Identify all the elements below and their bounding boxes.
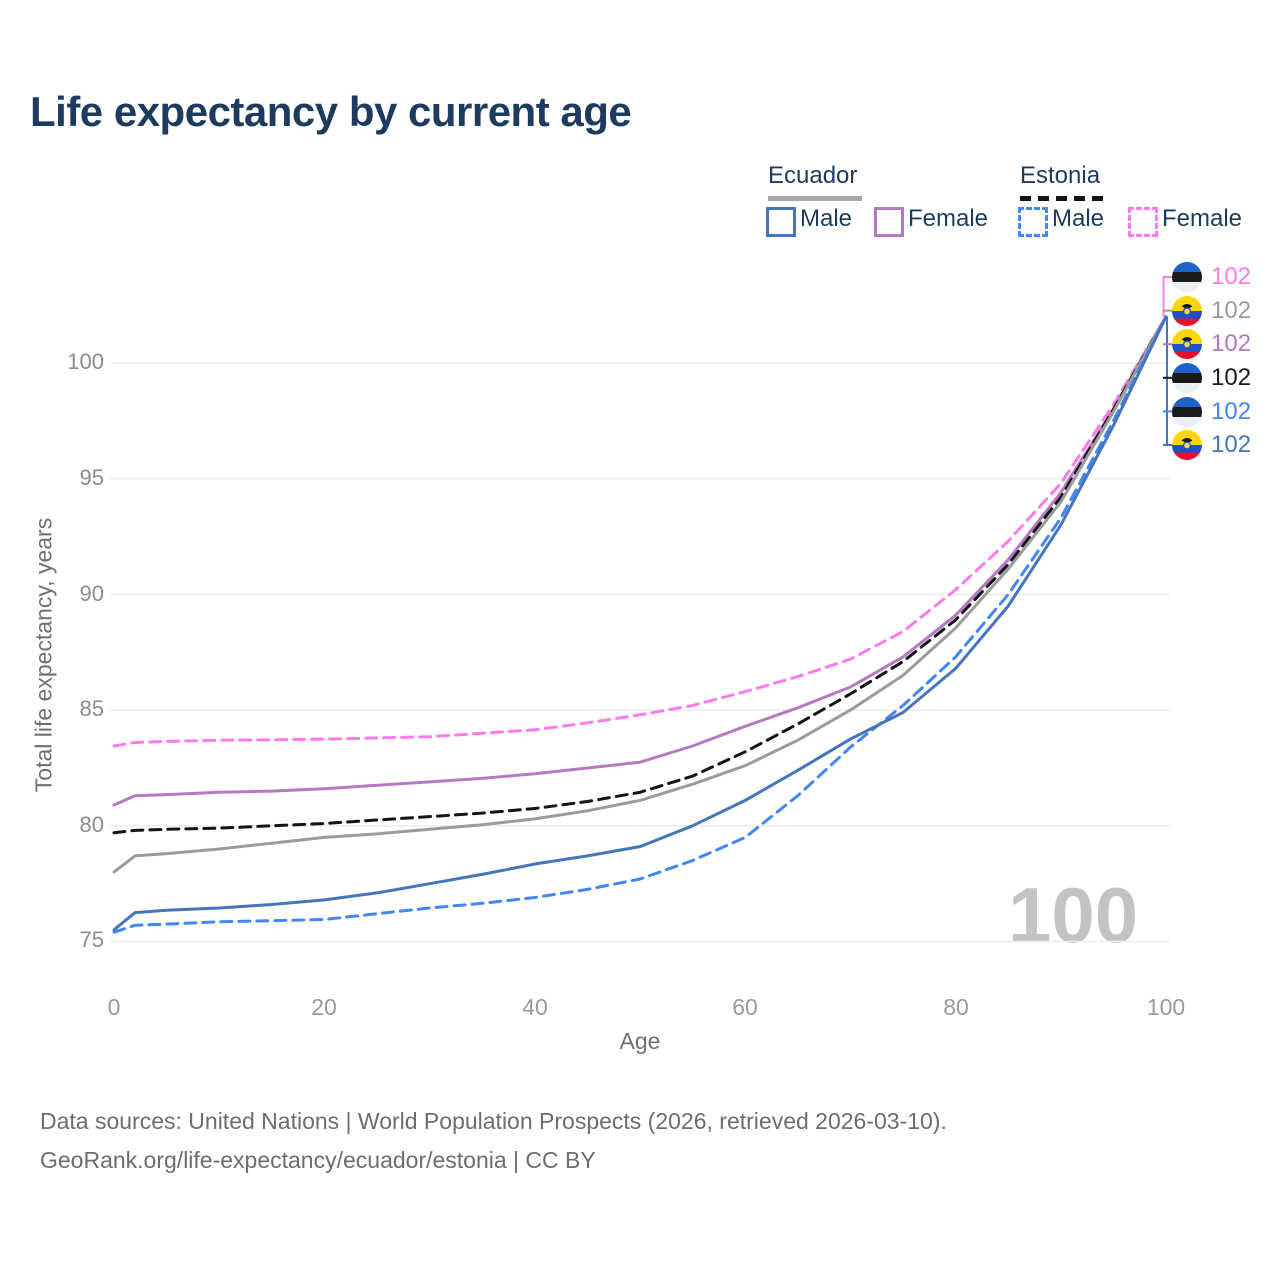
legend-item-estonia-male[interactable]: Male (1052, 205, 1105, 232)
end-value: 102 (1211, 297, 1252, 324)
end-label-estonia-both[interactable]: 102 (1172, 363, 1251, 393)
estonia-flag-icon (1172, 397, 1202, 427)
legend-swatch-ecuador-male[interactable] (766, 207, 796, 237)
end-value: 102 (1211, 263, 1252, 290)
ecuador-flag-icon (1172, 430, 1202, 460)
data-sources-text: Data sources: United Nations | World Pop… (40, 1108, 947, 1134)
legend-item-ecuador-male[interactable]: Male (800, 205, 853, 232)
x-axis-title: Age (619, 1028, 661, 1054)
series-line-ecuador-male[interactable] (112, 315, 1168, 932)
ecuador-solid-line-key (768, 196, 862, 201)
estonia-dashed-line-key (1020, 196, 1108, 201)
end-value: 102 (1211, 398, 1252, 425)
y-tick-95: 95 (79, 465, 104, 490)
x-tick-20: 20 (311, 994, 337, 1020)
series-line-estonia-both-sexes[interactable] (112, 315, 1168, 835)
x-tick-60: 60 (732, 994, 758, 1020)
series-line-estonia-female[interactable] (112, 315, 1168, 748)
x-tick-100: 100 (1146, 994, 1186, 1020)
end-label-ecuador-female[interactable]: 102 (1172, 329, 1251, 359)
y-tick-75: 75 (79, 927, 104, 952)
end-value: 102 (1211, 431, 1252, 458)
end-label-estonia-male[interactable]: 102 (1172, 397, 1251, 427)
end-value: 102 (1211, 330, 1252, 357)
attribution-link[interactable]: GeoRank.org/life-expectancy/ecuador/esto… (40, 1147, 596, 1173)
page-title: Life expectancy by current age (30, 88, 632, 135)
ecuador-flag-icon (1172, 329, 1202, 359)
legend-item-ecuador-female[interactable]: Female (908, 205, 989, 232)
x-tick-80: 80 (943, 994, 969, 1020)
end-value: 102 (1211, 364, 1252, 391)
ecuador-flag-icon (1172, 296, 1202, 326)
y-tick-85: 85 (79, 696, 104, 721)
estonia-flag-icon (1172, 363, 1202, 393)
current-age-watermark: 100 (1008, 871, 1139, 959)
y-tick-100: 100 (67, 349, 104, 374)
end-label-estonia-female[interactable]: 102 (1172, 262, 1251, 292)
y-axis-title: Total life expectancy, years (30, 517, 57, 793)
y-tick-80: 80 (79, 812, 104, 837)
y-tick-90: 90 (79, 581, 104, 606)
x-tick-40: 40 (522, 994, 548, 1020)
legend-swatch-estonia-female[interactable] (1128, 207, 1158, 237)
estonia-flag-icon (1172, 262, 1202, 292)
end-label-ecuador-both[interactable]: 102 (1172, 296, 1251, 326)
legend-swatch-estonia-male[interactable] (1018, 207, 1048, 237)
series-line-ecuador-female[interactable] (112, 315, 1168, 807)
legend-item-estonia-female[interactable]: Female (1162, 205, 1243, 232)
legend-swatch-ecuador-female[interactable] (874, 207, 904, 237)
end-label-ecuador-male[interactable]: 102 (1172, 430, 1251, 460)
series-line-ecuador-both-sexes[interactable] (112, 315, 1168, 874)
legend-group-estonia[interactable]: Estonia (1020, 162, 1101, 189)
x-tick-0: 0 (107, 994, 121, 1020)
legend-group-ecuador[interactable]: Ecuador (768, 162, 858, 189)
series-line-estonia-male[interactable] (112, 315, 1168, 934)
